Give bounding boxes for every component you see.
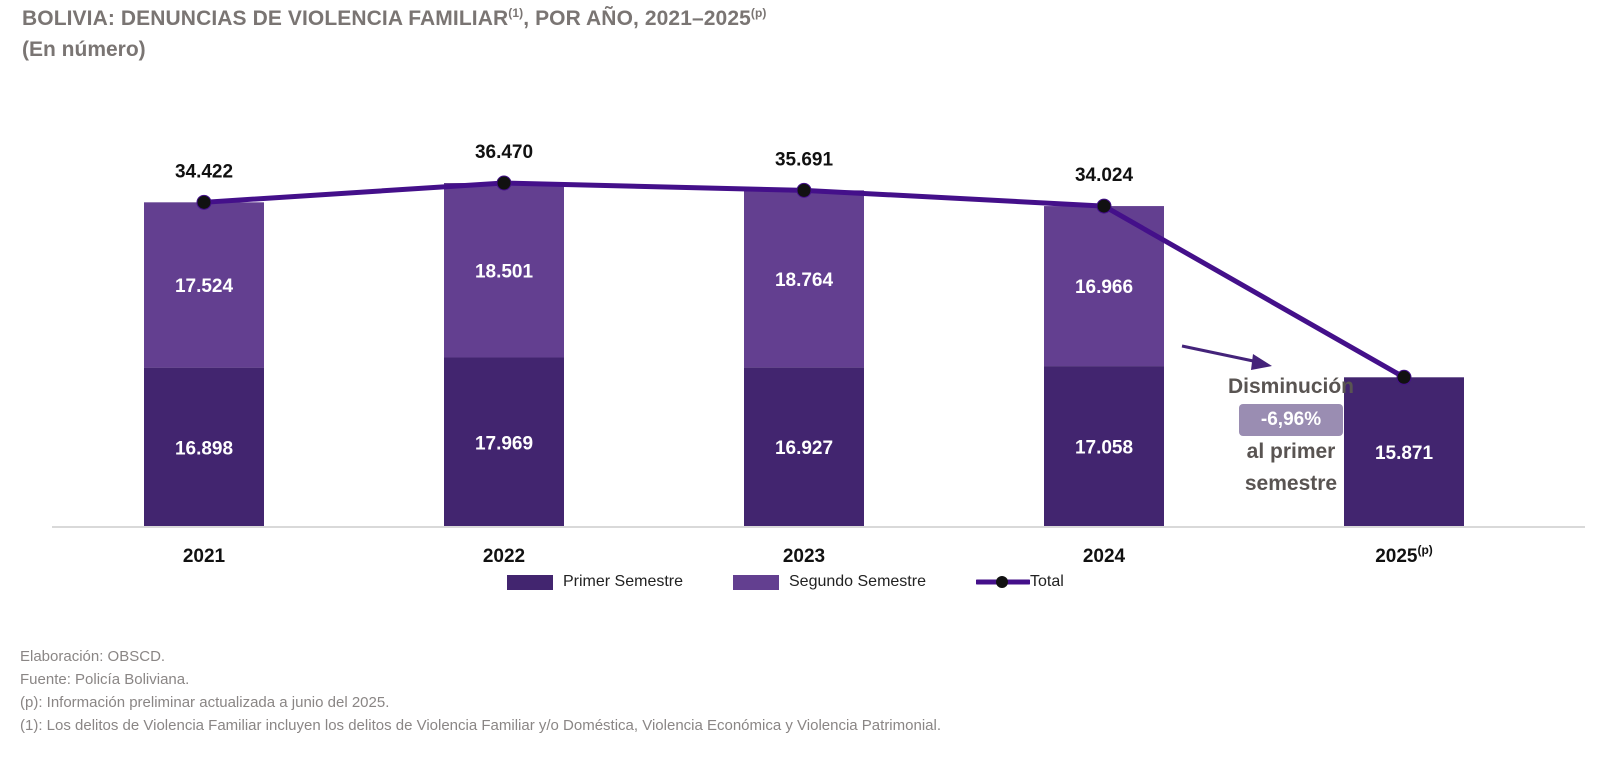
bar-segundo-semestre-2022 [444, 183, 564, 358]
legend-label-primer: Primer Semestre [563, 573, 684, 590]
annotation-percent-badge: -6,96% [1238, 404, 1344, 436]
legend-label-total: Total [1030, 573, 1064, 590]
note-fuente: Fuente: Policía Boliviana. [20, 671, 190, 688]
bar-segundo-semestre-2024 [1044, 206, 1164, 367]
bar-primer-semestre-2024 [1044, 366, 1164, 527]
label-primer-semestre-2023: 16.927 [775, 438, 833, 459]
total-marker-2021 [196, 194, 212, 210]
title-footnote-1: (1) [508, 6, 524, 20]
total-marker-2024 [1096, 198, 1112, 214]
label-total-2021: 34.422 [175, 161, 233, 182]
annotation-arrow-shaft [1181, 344, 1259, 364]
label-total-2023: 35.691 [775, 149, 834, 170]
total-marker-2022 [496, 175, 512, 191]
note-definicion: (1): Los delitos de Violencia Familiar i… [20, 717, 941, 734]
legend-swatch-primer [507, 574, 553, 590]
annotation-line-3: al primer [1246, 440, 1336, 463]
chart-canvas: 16.898 17.524 34.422 2021 17.969 18.501 36.470… [52, 142, 1585, 567]
x-tick-label-2021: 2021 [183, 546, 226, 567]
label-segundo-semestre-2023: 18.764 [775, 270, 834, 291]
note-elaboracion: Elaboración: OBSCD. [20, 648, 166, 665]
bar-primer-semestre-2022 [444, 357, 564, 527]
x-tick-label-2022: 2022 [483, 546, 525, 567]
annotation-arrow-head [1251, 354, 1272, 370]
bar-segundo-semestre-2023 [744, 190, 864, 368]
chart-notes: Elaboración: OBSCD. Fuente: Policía Boli… [20, 645, 941, 737]
label-total-2022: 36.470 [475, 142, 533, 163]
annotation-arrow-group [1181, 344, 1272, 370]
label-primer-semestre-2024: 17.058 [1075, 438, 1133, 459]
label-primer-semestre-2021: 16.898 [175, 438, 233, 459]
legend-line-marker-icon [976, 576, 1030, 588]
label-primer-semestre-2025: 15.871 [1375, 443, 1434, 464]
chart-title-main: BOLIVIA: DENUNCIAS DE VIOLENCIA FAMILIAR [22, 7, 509, 30]
x-tick-label-2025: 2025(p) [1375, 543, 1433, 567]
label-segundo-semestre-2024: 16.966 [1075, 277, 1133, 298]
bar-segundo-semestre-2021 [144, 202, 264, 368]
decrease-annotation: Disminución -6,96% al primer semestre [1212, 371, 1370, 500]
label-total-2024: 34.024 [1075, 165, 1134, 186]
bar-primer-semestre-2025 [1344, 377, 1464, 527]
bar-primer-semestre-2021 [144, 367, 264, 527]
bars-group [144, 183, 1464, 527]
total-marker-2023 [796, 182, 812, 198]
chart-title-rest: , POR AÑO, 2021–2025 [523, 7, 751, 30]
legend-swatch-segundo [733, 574, 779, 590]
note-preliminar: (p): Información preliminar actualizada … [20, 694, 390, 711]
annotation-line-1: Disminución [1227, 375, 1354, 398]
x-tick-label-2023: 2023 [783, 546, 825, 567]
label-primer-semestre-2022: 17.969 [475, 433, 533, 454]
label-segundo-semestre-2022: 18.501 [475, 261, 534, 282]
legend-item-total: Total [976, 573, 1064, 591]
chart-legend: Primer Semestre Segundo Semestre Total [0, 573, 1600, 597]
total-line-group [196, 175, 1412, 385]
chart-title: BOLIVIA: DENUNCIAS DE VIOLENCIA FAMILIAR… [22, 6, 767, 31]
total-marker-2025 [1396, 369, 1412, 385]
legend-label-segundo: Segundo Semestre [789, 573, 926, 590]
chart-subtitle: (En número) [22, 38, 146, 61]
legend-item-segundo: Segundo Semestre [733, 573, 926, 591]
annotation-line-4: semestre [1244, 472, 1338, 495]
legend-item-primer: Primer Semestre [507, 573, 683, 591]
label-segundo-semestre-2021: 17.524 [175, 276, 234, 297]
bar-primer-semestre-2023 [744, 367, 864, 527]
title-footnote-p: (p) [750, 6, 767, 20]
x-tick-label-2024: 2024 [1083, 546, 1126, 567]
